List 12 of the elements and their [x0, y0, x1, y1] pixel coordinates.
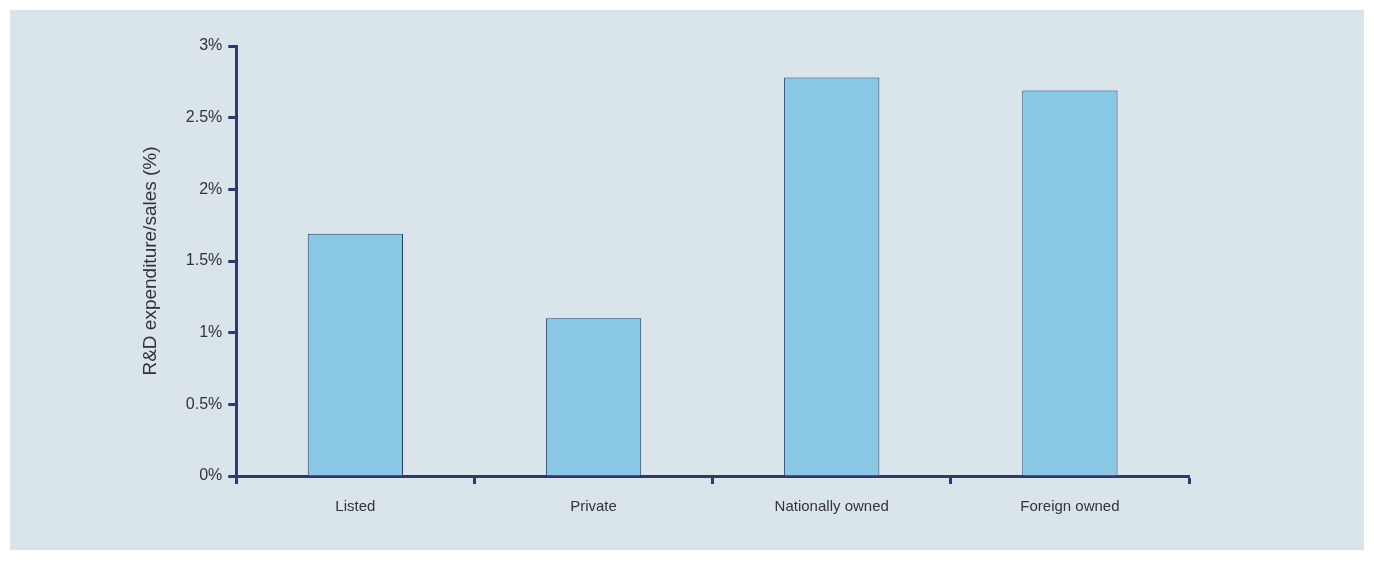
y-tick-label: 2.5%	[185, 108, 223, 126]
x-tick-label: Foreign owned	[1020, 497, 1120, 515]
y-axis-title: R&D expenditure/sales (%)	[138, 146, 160, 376]
y-tick-label: 1%	[199, 323, 223, 341]
y-tick-label: 3%	[199, 36, 223, 54]
x-tick-label: Private	[570, 497, 617, 515]
y-tick-label: 2%	[199, 179, 223, 197]
y-tick-label: 0%	[199, 466, 223, 484]
x-tick-label: Nationally owned	[774, 497, 889, 515]
y-tick-label: 1.5%	[185, 251, 223, 269]
x-tick-label: Listed	[335, 497, 376, 515]
y-tick-label: 0.5%	[185, 394, 223, 412]
